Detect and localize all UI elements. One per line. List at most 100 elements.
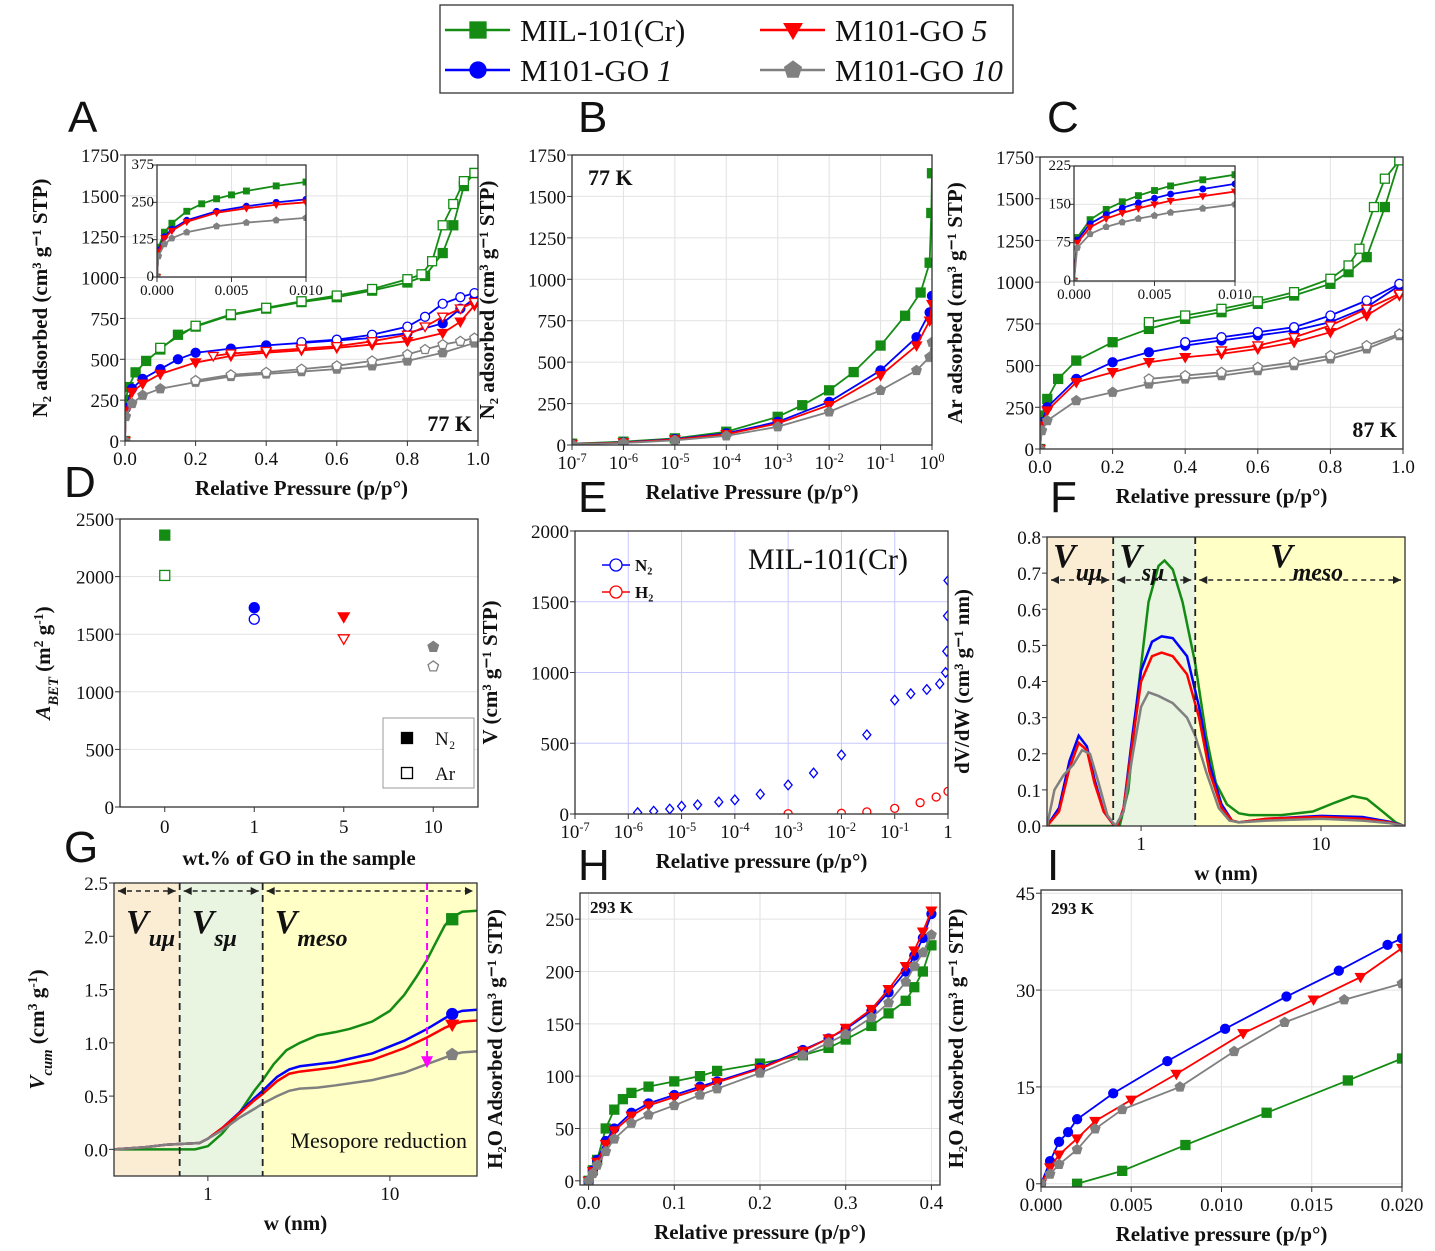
text-part: ) — [25, 969, 49, 976]
data-point — [711, 1065, 723, 1077]
data-point — [1107, 357, 1118, 368]
x-tick-label: 100 — [919, 451, 944, 474]
x-tick-label: 0.005 — [215, 283, 249, 299]
data-point — [1216, 303, 1227, 314]
text-part: 10 — [609, 453, 628, 474]
data-point — [1325, 310, 1336, 321]
text-part: 10 — [880, 822, 899, 843]
series-layer — [572, 168, 932, 445]
legend-marker — [609, 585, 623, 599]
x-tick-label: 5 — [339, 817, 349, 838]
legend-label: MIL-101(Cr) — [520, 13, 685, 48]
data-point — [296, 363, 307, 374]
x-tick-label: 10-5 — [667, 820, 696, 843]
data-point — [1101, 215, 1111, 224]
reduction-arrowhead — [421, 1056, 434, 1069]
data-point — [862, 807, 872, 814]
data-point — [1261, 1107, 1272, 1118]
text-part: 10 — [919, 453, 938, 474]
text-part: 10 — [614, 822, 633, 843]
data-point — [941, 645, 948, 658]
data-point — [823, 406, 835, 417]
data-point — [260, 346, 273, 358]
data-point — [159, 529, 171, 541]
y-tick-label: 2000 — [531, 522, 569, 543]
y-tick-label: 0 — [565, 1172, 575, 1193]
data-point — [1041, 406, 1054, 417]
data-point — [1252, 361, 1264, 372]
annotation: MIL-101(Cr) — [748, 543, 908, 576]
region-label: Vmeso — [275, 904, 348, 952]
y-tick-label: 1500 — [76, 625, 114, 646]
data-point — [198, 200, 206, 208]
y-tick-label: 225 — [1049, 158, 1072, 174]
panel-label: C — [1047, 93, 1079, 142]
text-part: V — [1270, 538, 1295, 575]
x-tick-label: 1.0 — [466, 449, 490, 470]
data-point — [155, 342, 166, 353]
data-point — [1052, 1150, 1066, 1161]
y-tick-label: 75 — [1056, 235, 1071, 251]
data-point — [436, 328, 449, 340]
series-line — [1221, 293, 1400, 352]
data-point — [337, 634, 351, 646]
x-tick-label: 0.0 — [1028, 457, 1052, 478]
data-point — [261, 302, 272, 313]
y-tick-label: 150 — [1049, 196, 1072, 212]
data-point — [1062, 1126, 1074, 1138]
y-tick-label: 0.6 — [1017, 600, 1041, 621]
y-tick-label: 1750 — [996, 148, 1034, 169]
x-tick-label: 0.005 — [1110, 1195, 1153, 1216]
series-line — [1148, 333, 1400, 380]
data-point — [154, 382, 166, 394]
y-tick-label: 1750 — [528, 146, 566, 167]
data-point — [331, 360, 343, 371]
data-point — [609, 1104, 620, 1115]
data-point — [1288, 356, 1300, 367]
data-point — [626, 1087, 637, 1099]
x-tick-label: 0.4 — [254, 449, 278, 470]
x-axis-label: w (nm) — [1194, 861, 1258, 885]
legend-marker — [469, 61, 487, 79]
data-point — [899, 310, 911, 321]
x-tick-label: 0.010 — [1218, 287, 1252, 303]
data-point — [910, 341, 923, 352]
data-point — [212, 222, 221, 230]
data-point — [1151, 187, 1158, 194]
text-part: -1 — [25, 976, 40, 988]
data-point — [1174, 1081, 1186, 1092]
data-point — [224, 349, 237, 360]
data-point — [587, 1167, 599, 1179]
data-point — [1040, 424, 1048, 436]
y-tick-label: 250 — [91, 391, 120, 412]
text-part: g — [31, 624, 55, 640]
data-point — [692, 798, 703, 811]
x-tick-label: 10-1 — [866, 451, 895, 474]
x-axis-label: Relative pressure (p/p°) — [1116, 484, 1328, 508]
data-point — [366, 355, 378, 366]
data-point — [1143, 317, 1155, 328]
data-point — [808, 767, 819, 779]
data-point — [212, 209, 221, 218]
y-tick-label: 0 — [557, 436, 567, 457]
data-point — [183, 228, 191, 236]
series-line — [1074, 203, 1235, 281]
data-point — [136, 379, 149, 391]
panel-f: 1 100.00.10.20.30.40.50.60.70.8 Vuμ Vsμ Vmes… — [950, 473, 1406, 885]
y-tick-label: 0.8 — [1017, 528, 1041, 549]
data-point — [366, 283, 378, 295]
data-point — [1070, 378, 1083, 389]
data-point — [242, 218, 251, 226]
panel-a: 0.0 0.2 0.4 0.6 0.8 1.00250500750100012501500… — [28, 93, 490, 500]
data-point — [190, 374, 202, 386]
y-axis-label: V (cm³ g⁻¹ STP) — [478, 600, 502, 744]
data-point — [572, 438, 578, 445]
data-point — [248, 602, 260, 614]
data-point — [401, 348, 413, 360]
region-label: Vuμ — [126, 904, 175, 952]
y-tick-label: 500 — [86, 740, 115, 761]
text-part: V — [275, 904, 300, 941]
data-point — [296, 296, 307, 307]
data-point — [437, 247, 448, 259]
data-point — [1042, 393, 1053, 405]
